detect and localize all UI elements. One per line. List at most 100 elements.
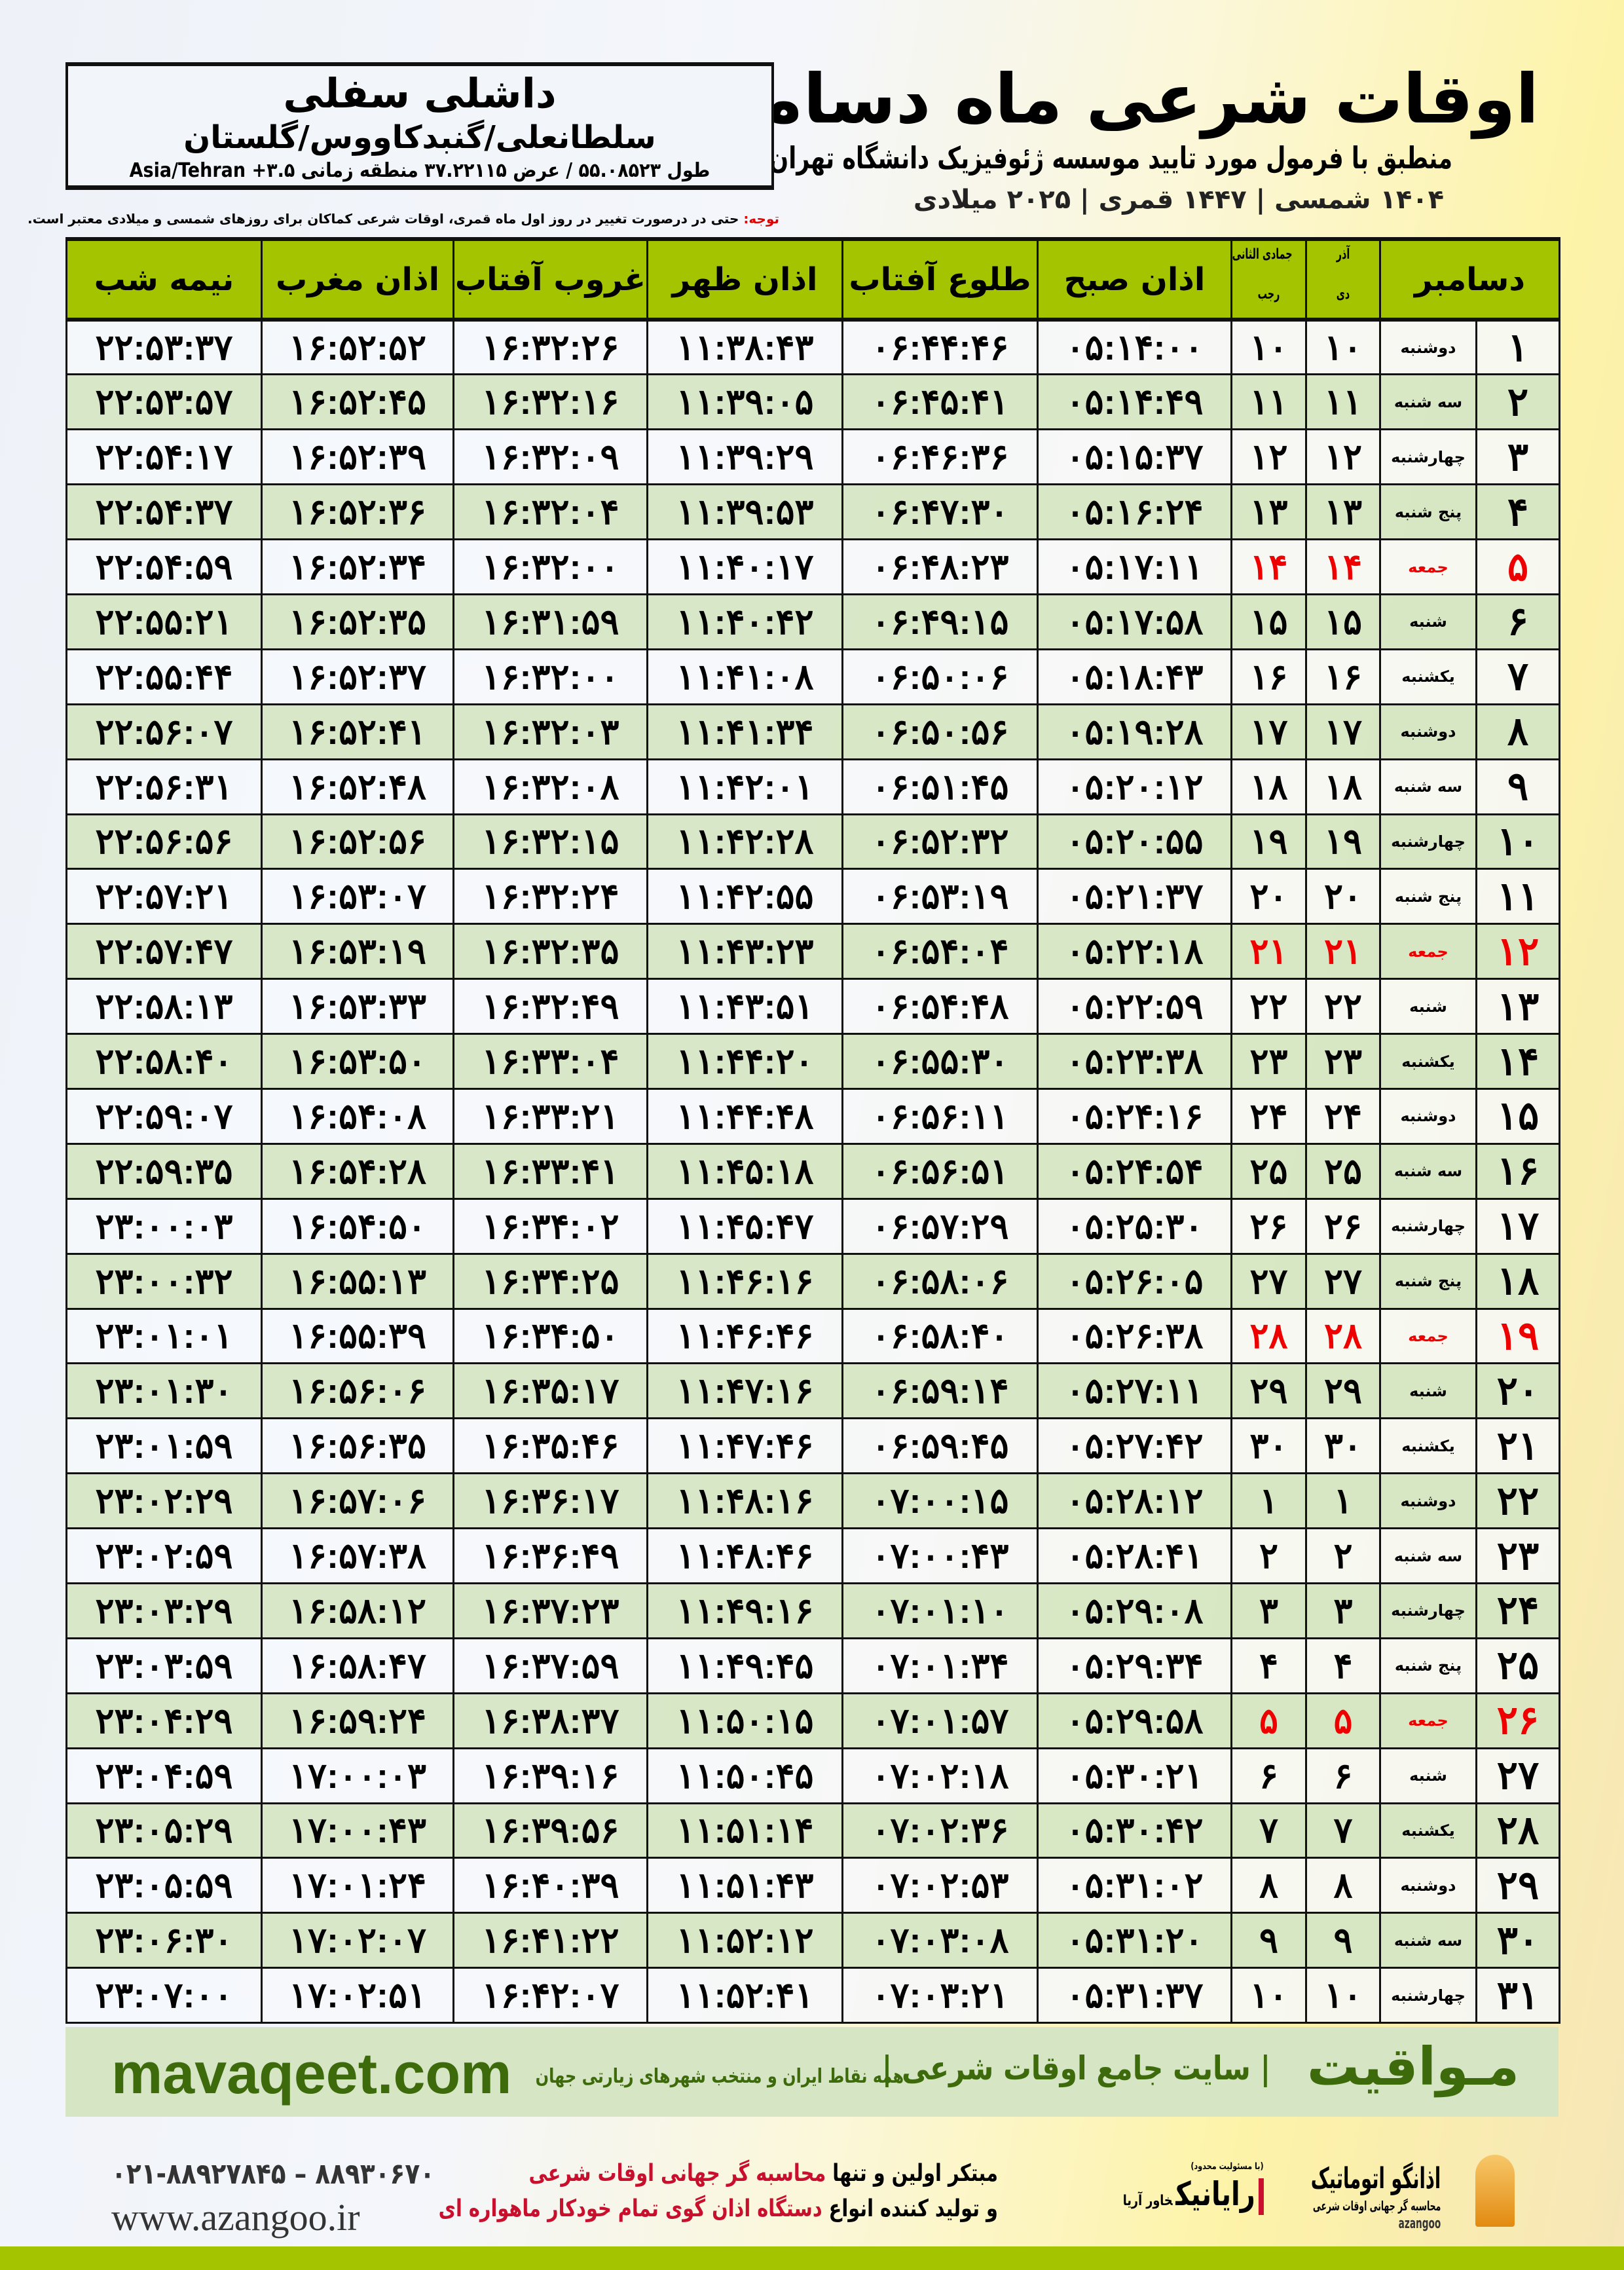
header-fajr: اذان صبح bbox=[1037, 237, 1232, 322]
cell-weekday: چهارشنبه bbox=[1379, 428, 1477, 486]
cell-midnight: ۲۲:۵۵:۴۴ bbox=[65, 648, 263, 705]
cell-sunrise: ۰۶:۵۰:۵۶ bbox=[841, 703, 1039, 760]
cell-weekday: سه شنبه bbox=[1379, 1142, 1477, 1200]
cell-weekday: دوشنبه bbox=[1379, 1087, 1477, 1145]
cell-sunrise: ۰۶:۴۵:۴۱ bbox=[841, 373, 1039, 431]
cell-midnight: ۲۲:۵۴:۱۷ bbox=[65, 428, 263, 486]
cell-hijri-day: ۸ bbox=[1230, 1857, 1307, 1914]
cell-weekday: جمعه bbox=[1379, 1307, 1477, 1365]
table-row: ۲۳:۰۲:۲۹ ۱۶:۵۷:۰۶ ۱۶:۳۶:۱۷ ۱۱:۴۸:۱۶ ۰۷:۰۰:۱۵… bbox=[65, 1472, 1560, 1530]
cell-fajr: ۰۵:۲۶:۳۸ bbox=[1037, 1307, 1232, 1365]
azangoo-sub: محاسبه گر جهانی اوقات شرعی bbox=[1312, 2198, 1441, 2214]
table-row: ۲۳:۰۲:۵۹ ۱۶:۵۷:۳۸ ۱۶:۳۶:۴۹ ۱۱:۴۸:۴۶ ۰۷:۰۰:۴۳… bbox=[65, 1527, 1560, 1584]
minaret-icon bbox=[1475, 2155, 1515, 2227]
footer: ۰۲۱-۸۸۹۲۷۸۴۵ – ۸۸۹۳۰۶۷۰ www.azangoo.ir م… bbox=[65, 2155, 1559, 2240]
cell-weekday: پنج شنبه bbox=[1379, 483, 1477, 541]
cell-fajr: ۰۵:۲۹:۳۴ bbox=[1037, 1637, 1232, 1694]
mavaqeet-site[interactable]: mavaqeet.com bbox=[111, 2041, 512, 2106]
cell-midnight: ۲۲:۵۳:۵۷ bbox=[65, 373, 263, 431]
cell-weekday: دوشنبه bbox=[1379, 318, 1477, 376]
cell-sunrise: ۰۶:۵۵:۳۰ bbox=[841, 1033, 1039, 1090]
cell-day-number: ۱۰ bbox=[1475, 813, 1560, 870]
cell-day-number: ۸ bbox=[1475, 703, 1560, 760]
cell-dhuhr: ۱۱:۴۷:۱۶ bbox=[646, 1362, 843, 1420]
cell-shamsi-day: ۳۰ bbox=[1305, 1417, 1381, 1475]
cell-sunset: ۱۶:۳۲:۱۵ bbox=[452, 813, 648, 870]
cell-dhuhr: ۱۱:۳۹:۵۳ bbox=[646, 483, 843, 541]
cell-sunset: ۱۶:۳۲:۰۳ bbox=[452, 703, 648, 760]
cell-day-number: ۷ bbox=[1475, 648, 1560, 705]
table-row: ۲۲:۵۷:۴۷ ۱۶:۵۳:۱۹ ۱۶:۳۲:۳۵ ۱۱:۴۳:۲۳ ۰۶:۵۴:۰۴… bbox=[65, 923, 1560, 980]
location-region: سلطانعلی/گنبدکاووس/گلستان bbox=[183, 119, 656, 156]
cell-shamsi-day: ۱۸ bbox=[1305, 758, 1381, 815]
cell-day-number: ۱۱ bbox=[1475, 868, 1560, 925]
cell-fajr: ۰۵:۱۶:۲۴ bbox=[1037, 483, 1232, 541]
cell-midnight: ۲۲:۵۷:۴۷ bbox=[65, 923, 263, 980]
cell-fajr: ۰۵:۲۵:۳۰ bbox=[1037, 1197, 1232, 1255]
cell-fajr: ۰۵:۱۴:۰۰ bbox=[1037, 318, 1232, 376]
cell-hijri-day: ۲ bbox=[1230, 1527, 1307, 1584]
cell-shamsi-day: ۲۶ bbox=[1305, 1197, 1381, 1255]
cell-hijri-day: ۹ bbox=[1230, 1912, 1307, 1969]
cell-sunset: ۱۶:۳۸:۳۷ bbox=[452, 1692, 648, 1749]
cell-fajr: ۰۵:۲۶:۰۵ bbox=[1037, 1252, 1232, 1310]
cell-shamsi-day: ۱ bbox=[1305, 1472, 1381, 1530]
cell-weekday: چهارشنبه bbox=[1379, 1197, 1477, 1255]
cell-hijri-day: ۱۸ bbox=[1230, 758, 1307, 815]
cell-midnight: ۲۳:۰۳:۲۹ bbox=[65, 1582, 263, 1639]
cell-sunrise: ۰۶:۵۸:۴۰ bbox=[841, 1307, 1039, 1365]
cell-fajr: ۰۵:۱۴:۴۹ bbox=[1037, 373, 1232, 431]
cell-sunrise: ۰۶:۴۹:۱۵ bbox=[841, 593, 1039, 650]
cell-weekday: پنج شنبه bbox=[1379, 868, 1477, 925]
cell-fajr: ۰۵:۱۸:۴۳ bbox=[1037, 648, 1232, 705]
cell-hijri-day: ۲۴ bbox=[1230, 1087, 1307, 1145]
cell-midnight: ۲۳:۰۲:۲۹ bbox=[65, 1472, 263, 1530]
cell-maghrib: ۱۶:۵۶:۳۵ bbox=[261, 1417, 454, 1475]
cell-sunrise: ۰۶:۵۶:۱۱ bbox=[841, 1087, 1039, 1145]
cell-hijri-day: ۲۶ bbox=[1230, 1197, 1307, 1255]
cell-weekday: سه شنبه bbox=[1379, 1912, 1477, 1969]
cell-fajr: ۰۵:۲۹:۰۸ bbox=[1037, 1582, 1232, 1639]
cell-day-number: ۲۱ bbox=[1475, 1417, 1560, 1475]
cell-sunrise: ۰۶:۵۶:۵۱ bbox=[841, 1142, 1039, 1200]
cell-shamsi-day: ۸ bbox=[1305, 1857, 1381, 1914]
cell-sunset: ۱۶:۳۲:۰۸ bbox=[452, 758, 648, 815]
cell-dhuhr: ۱۱:۴۶:۴۶ bbox=[646, 1307, 843, 1365]
cell-sunset: ۱۶:۳۳:۲۱ bbox=[452, 1087, 648, 1145]
cell-day-number: ۲۹ bbox=[1475, 1857, 1560, 1914]
cell-day-number: ۳۱ bbox=[1475, 1967, 1560, 2024]
cell-midnight: ۲۳:۰۰:۳۲ bbox=[65, 1252, 263, 1310]
cell-fajr: ۰۵:۲۷:۴۲ bbox=[1037, 1417, 1232, 1475]
year-line: ۱۴۰۴ شمسی | ۱۴۴۷ قمری | ۲۰۲۵ میلادی bbox=[913, 185, 1445, 215]
website-link[interactable]: www.azangoo.ir bbox=[111, 2196, 360, 2239]
cell-weekday: شنبه bbox=[1379, 1747, 1477, 1804]
cell-sunrise: ۰۶:۵۸:۰۶ bbox=[841, 1252, 1039, 1310]
cell-sunset: ۱۶:۳۹:۵۶ bbox=[452, 1802, 648, 1859]
cell-dhuhr: ۱۱:۴۵:۱۸ bbox=[646, 1142, 843, 1200]
cell-hijri-day: ۱۹ bbox=[1230, 813, 1307, 870]
cell-midnight: ۲۲:۵۶:۳۱ bbox=[65, 758, 263, 815]
cell-weekday: چهارشنبه bbox=[1379, 1582, 1477, 1639]
cell-maghrib: ۱۶:۵۲:۳۹ bbox=[261, 428, 454, 486]
cell-day-number: ۹ bbox=[1475, 758, 1560, 815]
cell-day-number: ۲۵ bbox=[1475, 1637, 1560, 1694]
cell-sunset: ۱۶:۳۵:۴۶ bbox=[452, 1417, 648, 1475]
cell-sunrise: ۰۷:۰۲:۵۳ bbox=[841, 1857, 1039, 1914]
cell-weekday: شنبه bbox=[1379, 593, 1477, 650]
page-header: اوقات شرعی ماه دسامبر منطبق با فرمول مور… bbox=[691, 62, 1539, 233]
cell-dhuhr: ۱۱:۴۸:۴۶ bbox=[646, 1527, 843, 1584]
cell-shamsi-day: ۷ bbox=[1305, 1802, 1381, 1859]
cell-dhuhr: ۱۱:۴۷:۴۶ bbox=[646, 1417, 843, 1475]
cell-dhuhr: ۱۱:۴۳:۲۳ bbox=[646, 923, 843, 980]
cell-weekday: یکشنبه bbox=[1379, 1033, 1477, 1090]
cell-sunset: ۱۶:۳۳:۴۱ bbox=[452, 1142, 648, 1200]
cell-dhuhr: ۱۱:۴۲:۰۱ bbox=[646, 758, 843, 815]
mavaqeet-tagline: | سایت جامع اوقات شرعی | bbox=[881, 2049, 1270, 2087]
cell-day-number: ۱۶ bbox=[1475, 1142, 1560, 1200]
cell-midnight: ۲۳:۰۴:۲۹ bbox=[65, 1692, 263, 1749]
cell-maghrib: ۱۶:۵۲:۳۷ bbox=[261, 648, 454, 705]
cell-weekday: چهارشنبه bbox=[1379, 813, 1477, 870]
cell-shamsi-day: ۱۶ bbox=[1305, 648, 1381, 705]
cell-midnight: ۲۳:۰۱:۵۹ bbox=[65, 1417, 263, 1475]
table-row: ۲۲:۵۴:۱۷ ۱۶:۵۲:۳۹ ۱۶:۳۲:۰۹ ۱۱:۳۹:۲۹ ۰۶:۴۶:۳۶… bbox=[65, 428, 1560, 486]
